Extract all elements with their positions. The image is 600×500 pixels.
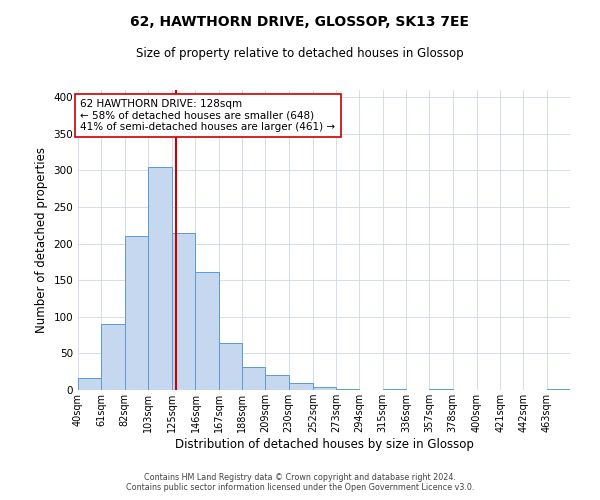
Bar (289, 382, 313, 390)
Text: 62, HAWTHORN DRIVE, GLOSSOP, SK13 7EE: 62, HAWTHORN DRIVE, GLOSSOP, SK13 7EE (131, 15, 470, 29)
Bar (242, 368, 265, 390)
Y-axis label: Number of detached properties: Number of detached properties (35, 147, 48, 333)
X-axis label: Distribution of detached houses by size in Glossop: Distribution of detached houses by size … (175, 438, 473, 451)
Text: Contains HM Land Registry data © Crown copyright and database right 2024.
Contai: Contains HM Land Registry data © Crown c… (126, 473, 474, 492)
Bar (196, 272, 219, 390)
Bar (101, 324, 125, 390)
Bar (78, 378, 101, 390)
Bar (148, 167, 172, 390)
Text: Size of property relative to detached houses in Glossop: Size of property relative to detached ho… (136, 48, 464, 60)
Bar (313, 387, 336, 390)
Bar (219, 343, 242, 390)
Bar (125, 236, 148, 390)
Bar (172, 234, 196, 390)
Bar (265, 376, 289, 390)
Bar (383, 388, 406, 390)
Bar (547, 388, 570, 390)
Text: 62 HAWTHORN DRIVE: 128sqm
← 58% of detached houses are smaller (648)
41% of semi: 62 HAWTHORN DRIVE: 128sqm ← 58% of detac… (80, 99, 335, 132)
